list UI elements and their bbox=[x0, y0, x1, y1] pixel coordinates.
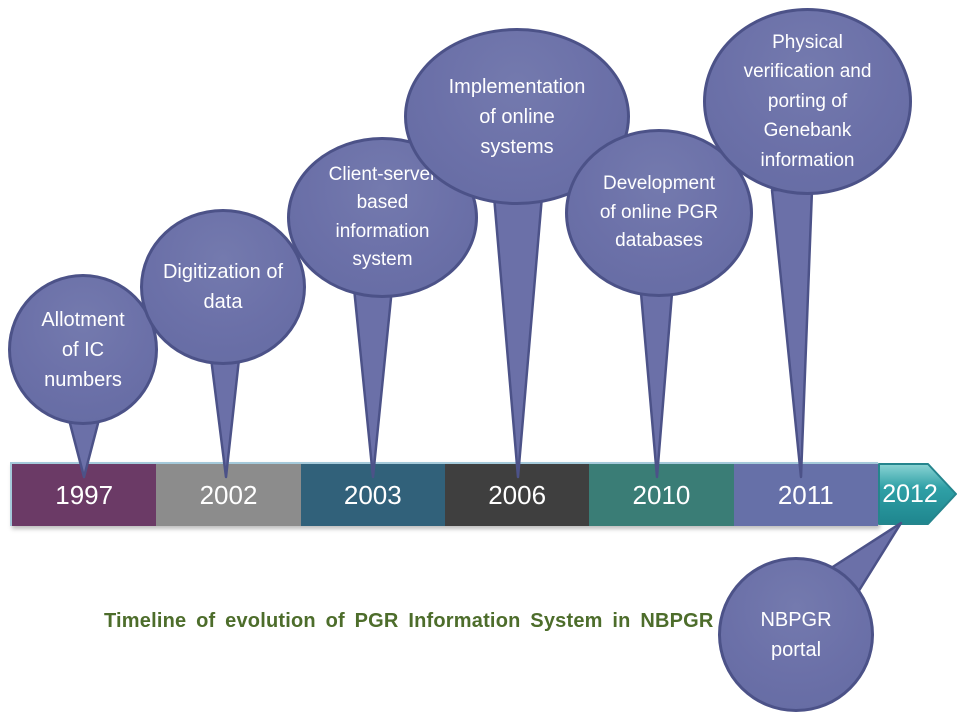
callout-2011: Physical verification and porting of Gen… bbox=[703, 8, 912, 195]
callout-1997-label: Allotment of IC numbers bbox=[41, 308, 125, 391]
timeline-segment-2006: 2006 bbox=[444, 464, 590, 526]
callout-2010-label: Development of online PGR databases bbox=[599, 173, 719, 252]
callout-2003: Client-server based information system bbox=[287, 137, 478, 298]
callout-2011-label: Physical verification and porting of Gen… bbox=[743, 31, 872, 171]
callout-tail-2006 bbox=[492, 194, 544, 479]
callout-2012-label: NBPGR portal bbox=[760, 608, 832, 661]
callout-2012: NBPGR portal bbox=[718, 557, 874, 712]
year-label: 2003 bbox=[343, 479, 402, 510]
callout-2010: Development of online PGR databases bbox=[565, 129, 753, 297]
year-label: 2002 bbox=[199, 479, 258, 510]
year-label: 2010 bbox=[632, 479, 691, 510]
callout-tail-2011 bbox=[770, 188, 814, 479]
year-label: 2006 bbox=[488, 479, 547, 510]
timeline-segment-2002: 2002 bbox=[156, 464, 301, 526]
year-label: 2011 bbox=[777, 479, 834, 510]
callout-2003-label: Client-server based information system bbox=[328, 163, 437, 271]
timeline-segment-2012: 2012 bbox=[878, 462, 958, 526]
callout-1997: Allotment of IC numbers bbox=[8, 274, 158, 425]
timeline-segment-2011: 2011 bbox=[733, 464, 878, 526]
callout-2002-label: Digitization of data bbox=[162, 261, 284, 313]
callout-2002: Digitization of data bbox=[140, 209, 306, 365]
timeline-segment-1997: 1997 bbox=[12, 464, 157, 526]
callout-tail-2002 bbox=[208, 348, 242, 479]
callout-2006-label: Implementation of online systems bbox=[448, 75, 586, 158]
callout-tail-2003 bbox=[352, 286, 394, 479]
year-label: 1997 bbox=[55, 479, 114, 510]
arrow-shape bbox=[878, 463, 957, 525]
year-label: 2012 bbox=[882, 479, 938, 508]
timeline-segment-2003: 2003 bbox=[300, 464, 445, 526]
callout-tail-2010 bbox=[639, 291, 674, 479]
timeline-segment-2010: 2010 bbox=[589, 464, 734, 526]
timeline-bar: 1997 2002 2003 2006 2010 2011 bbox=[10, 462, 878, 526]
slide-caption: Timeline of evolution of PGR Information… bbox=[104, 610, 714, 632]
